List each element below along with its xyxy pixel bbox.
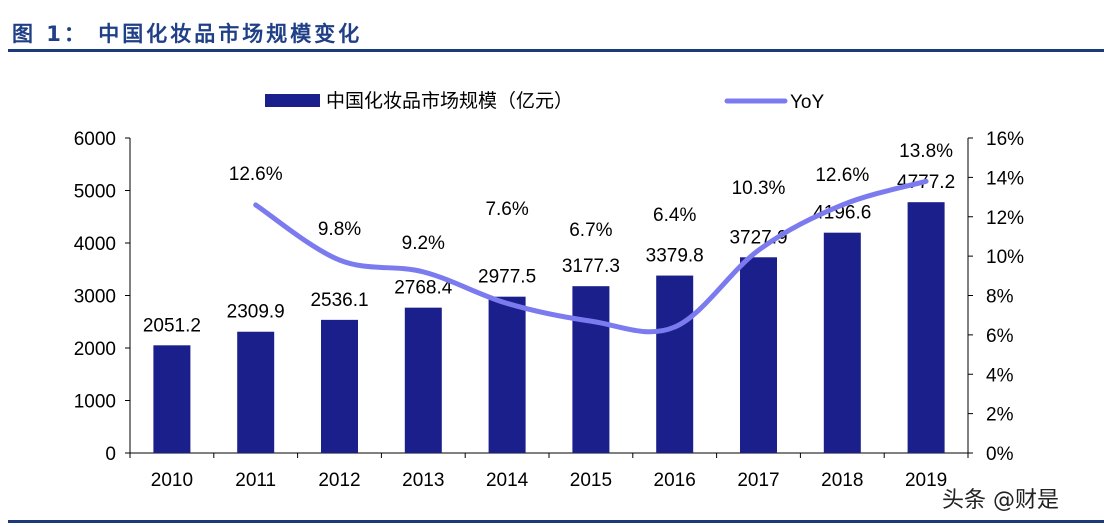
x-tick-label: 2015 bbox=[570, 470, 612, 491]
bar-value-label: 2977.5 bbox=[478, 267, 536, 288]
x-tick-label: 2016 bbox=[654, 470, 696, 491]
right-tick-label: 2% bbox=[986, 405, 1014, 426]
legend-bar-swatch bbox=[265, 94, 320, 107]
bar-2019 bbox=[907, 202, 945, 453]
bar-value-label: 2309.9 bbox=[227, 302, 285, 323]
left-tick-label: 4000 bbox=[74, 234, 116, 255]
x-tick-label: 2010 bbox=[151, 470, 193, 491]
right-tick-label: 0% bbox=[986, 444, 1014, 465]
legend-line-label: YoY bbox=[790, 92, 824, 113]
yoy-value-label: 10.3% bbox=[732, 178, 786, 199]
yoy-line bbox=[253, 178, 929, 335]
right-tick-label: 6% bbox=[986, 326, 1014, 347]
left-tick-label: 1000 bbox=[74, 392, 116, 413]
x-tick-label: 2017 bbox=[737, 470, 779, 491]
x-tick-label: 2011 bbox=[235, 470, 276, 491]
bar-2010 bbox=[153, 345, 191, 453]
yoy-value-label: 6.4% bbox=[653, 205, 696, 226]
x-tick-label: 2012 bbox=[318, 470, 360, 491]
bar-value-label: 2768.4 bbox=[394, 278, 453, 299]
bar-2013 bbox=[404, 307, 442, 453]
left-tick-label: 5000 bbox=[74, 182, 116, 203]
bar-value-label: 3379.8 bbox=[646, 246, 704, 267]
figure-title: 图 1： 中国化妆品市场规模变化 bbox=[12, 22, 363, 46]
yoy-value-label: 9.8% bbox=[318, 219, 361, 240]
yoy-value-label: 6.7% bbox=[569, 220, 612, 241]
bar-value-label: 3177.3 bbox=[562, 256, 620, 277]
yoy-value-label: 12.6% bbox=[229, 164, 283, 185]
right-tick-label: 10% bbox=[986, 247, 1024, 268]
bar-value-label: 2051.2 bbox=[143, 315, 201, 336]
right-tick-label: 14% bbox=[986, 168, 1024, 189]
right-tick-label: 8% bbox=[986, 287, 1014, 308]
bottom-rule bbox=[8, 520, 1104, 523]
yoy-value-label: 13.8% bbox=[899, 141, 953, 162]
title-rule bbox=[8, 49, 1104, 52]
right-tick-label: 12% bbox=[986, 208, 1024, 229]
bar-2014 bbox=[488, 296, 526, 453]
legend-bar-label: 中国化妆品市场规模（亿元） bbox=[326, 90, 573, 112]
x-tick-label: 2013 bbox=[402, 470, 444, 491]
bar-2012 bbox=[321, 319, 358, 453]
bar-value-label: 2536.1 bbox=[310, 290, 368, 311]
yoy-value-label: 9.2% bbox=[402, 233, 445, 254]
bar-2016 bbox=[656, 275, 694, 453]
left-tick-label: 0 bbox=[105, 444, 116, 465]
right-tick-label: 4% bbox=[986, 365, 1014, 386]
watermark: 头条 @财是 bbox=[942, 488, 1059, 513]
left-tick-label: 3000 bbox=[74, 287, 116, 308]
bar-2018 bbox=[823, 232, 861, 453]
x-tick-label: 2018 bbox=[821, 470, 863, 491]
bar-value-label: 4196.6 bbox=[813, 203, 871, 224]
left-tick-label: 6000 bbox=[74, 129, 116, 150]
bar-2011 bbox=[237, 331, 275, 453]
x-tick-label: 2019 bbox=[905, 470, 947, 491]
yoy-value-label: 7.6% bbox=[485, 199, 528, 220]
bar-2015 bbox=[572, 286, 610, 453]
x-tick-label: 2014 bbox=[486, 470, 529, 491]
left-tick-label: 2000 bbox=[74, 339, 116, 360]
yoy-value-label: 12.6% bbox=[815, 165, 869, 186]
bar-2017 bbox=[740, 257, 777, 453]
right-tick-label: 16% bbox=[986, 129, 1024, 150]
